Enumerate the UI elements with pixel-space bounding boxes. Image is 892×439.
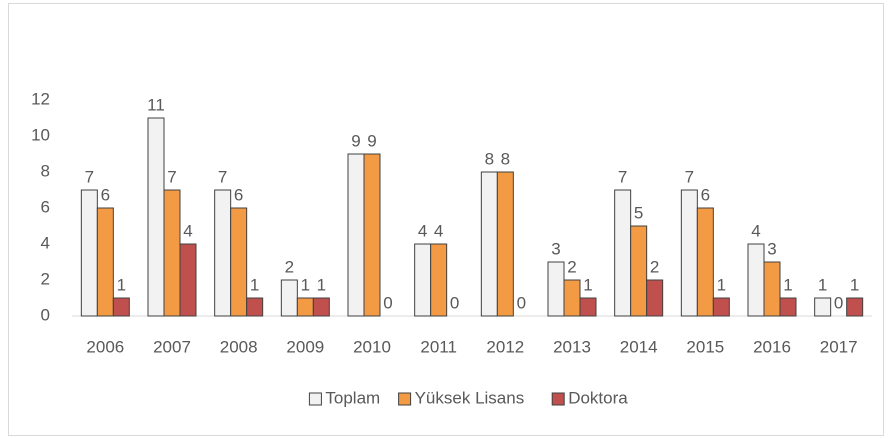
x-tick-label: 2016 (753, 337, 791, 356)
data-label: 2 (285, 257, 294, 276)
data-label: 2 (567, 257, 576, 276)
y-tick-label: 8 (41, 161, 50, 180)
bar (363, 153, 381, 317)
data-label: 1 (818, 275, 827, 294)
y-tick-label: 10 (31, 125, 50, 144)
x-tick-label: 2015 (686, 337, 724, 356)
bar (246, 297, 264, 317)
data-label: 0 (383, 293, 392, 312)
legend-label: Doktora (568, 388, 628, 407)
data-label: 6 (234, 185, 243, 204)
bar (230, 207, 248, 317)
legend-label: Yüksek Lisans (415, 388, 525, 407)
bar (80, 189, 98, 317)
data-label: 1 (783, 275, 792, 294)
data-label: 6 (101, 185, 110, 204)
y-tick-label: 4 (41, 233, 50, 252)
bar (147, 117, 165, 317)
bar (179, 243, 197, 317)
bar (312, 297, 330, 317)
x-tick-label: 2014 (620, 337, 658, 356)
data-label: 8 (501, 149, 510, 168)
legend-swatch (398, 392, 412, 406)
data-label: 11 (147, 95, 165, 114)
bar (630, 225, 648, 317)
data-label: 7 (685, 167, 694, 186)
x-tick-label: 2006 (86, 337, 124, 356)
data-label: 7 (218, 167, 227, 186)
data-label: 4 (751, 221, 760, 240)
data-label: 1 (717, 275, 726, 294)
data-label: 3 (767, 239, 776, 258)
data-label: 9 (367, 131, 376, 150)
bar (163, 189, 181, 317)
x-tick-label: 2009 (286, 337, 324, 356)
x-tick-label: 2011 (420, 337, 457, 356)
bar (696, 207, 714, 317)
bar (680, 189, 698, 317)
data-label: 1 (117, 275, 126, 294)
x-tick-label: 2008 (220, 337, 258, 356)
data-label: 7 (167, 167, 176, 186)
data-label: 9 (351, 131, 360, 150)
x-tick-label: 2012 (486, 337, 524, 356)
x-tick-label: 2017 (820, 337, 858, 356)
y-tick-label: 0 (41, 305, 50, 324)
data-label: 1 (317, 275, 326, 294)
data-label: 0 (517, 293, 526, 312)
x-tick-label: 2010 (353, 337, 391, 356)
bar (563, 279, 581, 317)
data-label: 6 (701, 185, 710, 204)
data-label: 1 (583, 275, 592, 294)
legend-swatch (308, 392, 322, 406)
legend-label: Toplam (325, 388, 380, 407)
data-label: 1 (250, 275, 259, 294)
y-tick-label: 2 (41, 269, 50, 288)
bar (846, 297, 864, 317)
bar (214, 189, 232, 317)
data-label: 4 (418, 221, 427, 240)
bar (430, 243, 448, 317)
bar (347, 153, 365, 317)
data-label: 4 (183, 221, 192, 240)
data-label: 0 (450, 293, 459, 312)
bar (779, 297, 797, 317)
x-tick-label: 2007 (153, 337, 191, 356)
bar (96, 207, 114, 317)
bar (712, 297, 730, 317)
bar (496, 171, 514, 317)
bar (763, 261, 781, 317)
data-label: 2 (650, 257, 659, 276)
data-label: 5 (634, 203, 643, 222)
data-label: 1 (850, 275, 859, 294)
data-label: 8 (485, 149, 494, 168)
bar (646, 279, 664, 317)
bar (747, 243, 765, 317)
chart-frame (8, 3, 884, 436)
y-tick-label: 6 (41, 197, 50, 216)
bar (280, 279, 298, 317)
data-label: 3 (551, 239, 560, 258)
bar (814, 297, 832, 317)
data-label: 0 (834, 293, 843, 312)
data-label: 1 (301, 275, 310, 294)
data-label: 7 (618, 167, 627, 186)
bar (414, 243, 432, 317)
bar (547, 261, 565, 317)
y-tick-label: 12 (31, 89, 50, 108)
bar (480, 171, 498, 317)
bar (614, 189, 632, 317)
bar (112, 297, 130, 317)
x-tick-label: 2013 (553, 337, 591, 356)
bar (579, 297, 597, 317)
bar (296, 297, 314, 317)
legend-swatch (551, 392, 565, 406)
data-label: 4 (434, 221, 443, 240)
data-label: 7 (85, 167, 94, 186)
